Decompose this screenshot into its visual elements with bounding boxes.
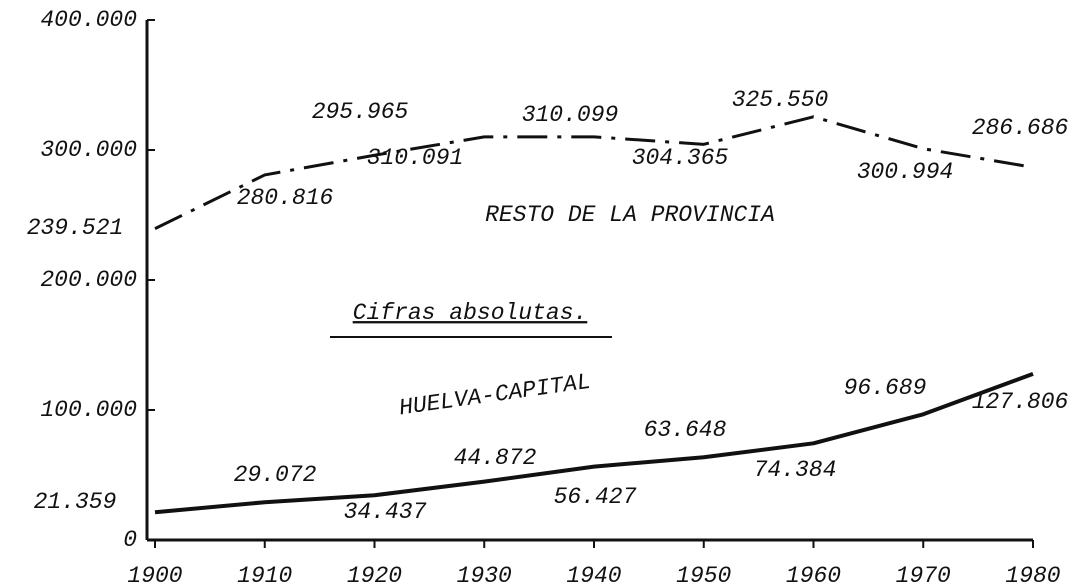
- series-label: HUELVA-CAPITAL: [398, 369, 593, 422]
- data-label: 63.648: [644, 417, 727, 443]
- x-tick-label: 1960: [786, 563, 841, 586]
- data-label: 310.091: [367, 145, 464, 171]
- y-tick-label: 200.000: [40, 267, 137, 293]
- data-label: 29.072: [234, 462, 317, 488]
- x-tick-label: 1940: [566, 563, 621, 586]
- data-label: 304.365: [632, 145, 729, 171]
- data-label: 44.872: [454, 445, 537, 471]
- y-tick-label: 400.000: [40, 7, 137, 33]
- x-tick-label: 1980: [1005, 563, 1060, 586]
- data-label: 295.965: [312, 99, 409, 125]
- chart-title: Cifras absolutas.: [353, 300, 588, 326]
- x-tick-label: 1920: [347, 563, 402, 586]
- y-tick-label: 0: [123, 527, 137, 553]
- data-label: 34.437: [344, 499, 427, 525]
- data-label: 239.521: [27, 215, 124, 241]
- data-label: 56.427: [554, 484, 637, 510]
- data-label: 286.686: [972, 115, 1069, 141]
- x-tick-label: 1910: [237, 563, 292, 586]
- x-tick-label: 1900: [127, 563, 182, 586]
- x-tick-label: 1930: [457, 563, 512, 586]
- series-label: RESTO DE LA PROVINCIA: [485, 202, 775, 228]
- data-label: 280.816: [237, 185, 334, 211]
- data-label: 325.550: [732, 87, 829, 113]
- data-label: 127.806: [972, 389, 1069, 415]
- data-label: 96.689: [844, 375, 927, 401]
- data-label: 300.994: [857, 159, 954, 185]
- data-label: 74.384: [754, 457, 837, 483]
- x-tick-label: 1970: [896, 563, 951, 586]
- data-label: 21.359: [34, 489, 117, 515]
- data-label: 310.099: [522, 102, 619, 128]
- y-tick-label: 100.000: [40, 397, 137, 423]
- series-line: [154, 115, 1034, 230]
- x-tick-label: 1950: [676, 563, 731, 586]
- y-tick-label: 300.000: [40, 137, 137, 163]
- series-line: [154, 371, 1034, 515]
